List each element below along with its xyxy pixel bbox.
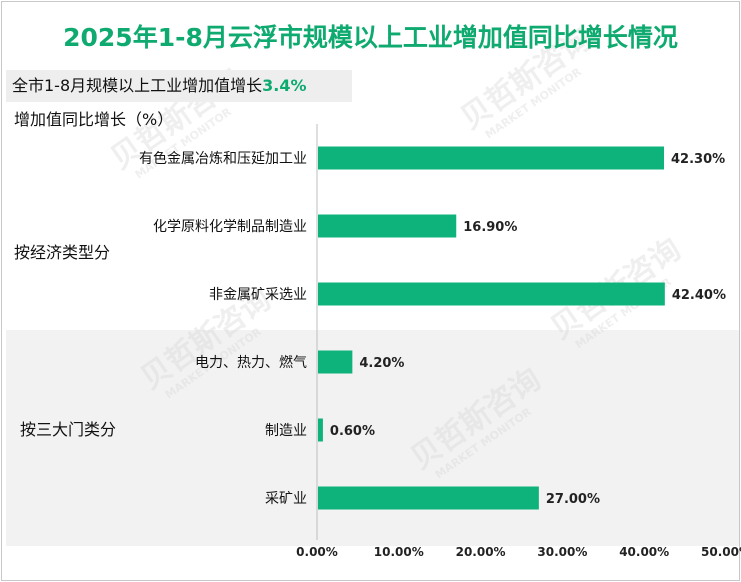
value-label: 16.90% xyxy=(463,220,517,235)
subtitle-box xyxy=(6,70,352,102)
category-label: 有色金属冶炼和压延加工业 xyxy=(139,150,307,167)
group-label-three-sectors: 按三大门类分 xyxy=(20,420,117,439)
category-label: 化学原料化学制品制造业 xyxy=(153,219,307,235)
category-label: 制造业 xyxy=(265,423,307,439)
category-label: 电力、热力、燃气 xyxy=(195,354,307,371)
bars-layer xyxy=(318,146,665,510)
value-label: 42.40% xyxy=(672,288,726,303)
x-tick-labels: 0.00% 10.00% 20.00% 30.00% 40.00% 50.00% xyxy=(296,545,741,559)
value-label: 0.60% xyxy=(330,424,375,439)
x-tick-label: 10.00% xyxy=(374,545,424,559)
x-tick-label: 50.00% xyxy=(701,545,741,559)
y-axis-title: 增加值同比增长（%） xyxy=(14,110,174,129)
value-label: 4.20% xyxy=(359,356,404,371)
category-labels: 有色金属冶炼和压延加工业化学原料化学制品制造业非金属矿采选业电力、热力、燃气制造… xyxy=(139,150,307,507)
group-label-economic-type: 按经济类型分 xyxy=(14,243,111,262)
group-band-three-sectors xyxy=(6,330,739,546)
value-label: 42.30% xyxy=(671,152,725,167)
bar xyxy=(318,350,353,374)
bar xyxy=(318,146,665,170)
subtitle: 全市1-8月规模以上工业增加值增长3.4% xyxy=(12,76,307,96)
value-label: 27.00% xyxy=(546,492,600,507)
category-label: 采矿业 xyxy=(265,491,307,507)
category-label: 非金属矿采选业 xyxy=(209,287,307,303)
x-tick-label: 20.00% xyxy=(456,545,506,559)
subtitle-value: 3.4% xyxy=(262,76,307,95)
bar xyxy=(318,486,539,510)
x-tick-label: 30.00% xyxy=(537,545,587,559)
x-tick-label: 40.00% xyxy=(619,545,669,559)
subtitle-text: 全市1-8月规模以上工业增加值增长 xyxy=(12,76,263,95)
x-tick-label: 0.00% xyxy=(296,545,338,559)
chart-title: 2025年1-8月云浮市规模以上工业增加值同比增长情况 xyxy=(63,23,678,52)
value-labels: 42.30% 16.90% 42.40% 4.20% 0.60% 27.00% xyxy=(330,152,726,507)
bar xyxy=(318,282,665,306)
bar xyxy=(318,214,457,238)
bar xyxy=(318,418,323,442)
